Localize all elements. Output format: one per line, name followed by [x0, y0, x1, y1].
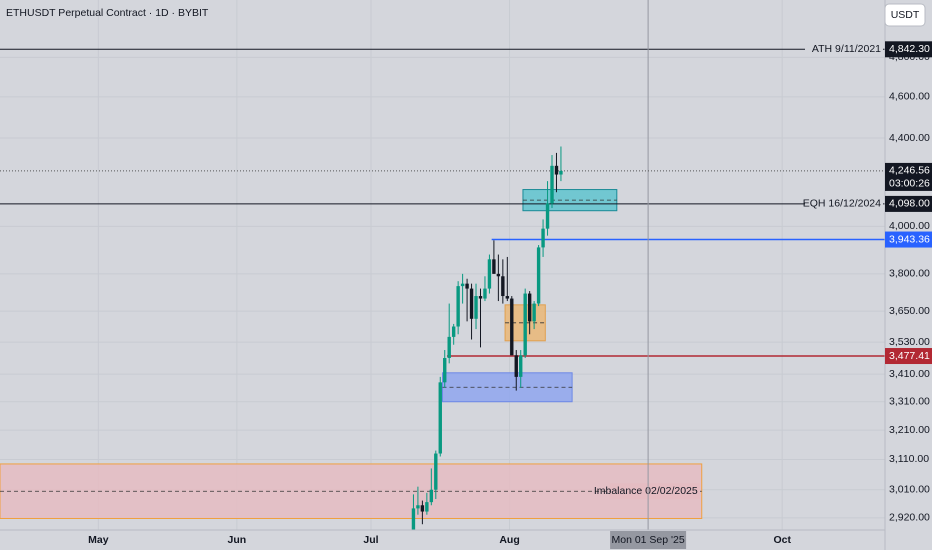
candle-body [541, 228, 545, 248]
candle-body [514, 355, 518, 377]
y-tick-label: 3,110.00 [889, 453, 929, 465]
axes: 2,920.00 3,010.00 3,110.00 3,210.00 3,310.00… [88, 41, 932, 549]
candle-body [460, 283, 465, 287]
level-label-bg [805, 196, 883, 211]
candle-body [510, 298, 514, 356]
level-label: EQH 16/12/2024 [803, 198, 881, 210]
x-tick-label: Oct [773, 534, 791, 546]
candle-body [483, 288, 487, 299]
x-tick-label: Jun [228, 534, 247, 546]
candle-body [420, 505, 425, 512]
x-tick-label: May [88, 534, 109, 546]
level-label: ATH 9/11/2021 [812, 43, 881, 55]
y-tick-label: 3,410.00 [889, 368, 930, 380]
price-tag [885, 231, 932, 248]
price-tag-label: 4,098.00 [889, 198, 930, 210]
y-tick-label: 4,600.00 [889, 91, 930, 103]
y-tick-label: 3,650.00 [889, 305, 930, 317]
y-tick-label: 3,010.00 [889, 484, 930, 496]
y-tick-label: 4,400.00 [889, 132, 930, 144]
y-tick-label: 3,310.00 [889, 396, 930, 408]
candle-body [496, 273, 501, 277]
zone-label: Imbalance 02/02/2025 [594, 485, 698, 497]
y-tick-label: 3,210.00 [889, 424, 930, 436]
candle-body [429, 489, 434, 503]
candle-body [536, 247, 541, 304]
level-label-bg [805, 42, 883, 57]
price-tag [885, 41, 932, 58]
grid [0, 0, 885, 530]
candle-body [545, 203, 550, 229]
price-tag-label: 3,943.36 [889, 233, 930, 245]
candle-body [532, 303, 536, 322]
candle-body [469, 288, 474, 319]
last-price-tag [885, 162, 932, 191]
candle-body [523, 293, 527, 356]
candle-body [411, 508, 416, 530]
candle-body [416, 505, 420, 509]
candle-body [465, 283, 469, 289]
candle-body [554, 165, 559, 175]
currency-button[interactable] [884, 3, 926, 27]
candle-body [505, 296, 510, 299]
y-tick-label: 2,920.00 [889, 512, 930, 524]
y-tick-label: 3,530.00 [889, 336, 930, 348]
candle-body [438, 382, 442, 454]
currency-button-label[interactable]: USDT [891, 9, 920, 21]
candle-body [501, 276, 505, 297]
candle-body [527, 293, 532, 322]
price-tag-label: 3,477.41 [889, 350, 930, 362]
y-tick-label: 3,800.00 [889, 268, 930, 280]
candle-body [559, 170, 563, 175]
candle-body [492, 259, 496, 274]
candle-body [425, 502, 429, 512]
price-tag-label: 4,842.30 [889, 43, 930, 55]
countdown-label: 03:00:26 [889, 178, 930, 190]
x-tick-label: Jul [363, 534, 378, 546]
candle-body [456, 286, 460, 327]
price-tag [885, 348, 932, 365]
price-tag [885, 195, 932, 212]
y-tick-label: 4,000.00 [889, 220, 930, 232]
candle-body [451, 326, 456, 337]
candle-body [487, 259, 492, 289]
crosshair-tag [610, 531, 687, 549]
zone-label-bg [609, 483, 700, 500]
candle-body [478, 296, 483, 299]
last-price-label: 4,246.56 [889, 165, 930, 177]
candle-body [550, 165, 554, 204]
candle-body [434, 453, 438, 490]
x-tick-label: Aug [499, 534, 519, 546]
candle-body [519, 355, 523, 377]
candle-body [447, 336, 451, 359]
plot-area: Imbalance 02/02/2025 ATH 9/11/2021 EQH 16/… [0, 0, 885, 530]
crosshair-label: Mon 01 Sep '25 [611, 534, 684, 546]
candle-body [443, 358, 447, 383]
chart-title: ETHUSDT Perpetual Contract · 1D · BYBIT [6, 7, 209, 19]
candle-body [474, 296, 478, 319]
